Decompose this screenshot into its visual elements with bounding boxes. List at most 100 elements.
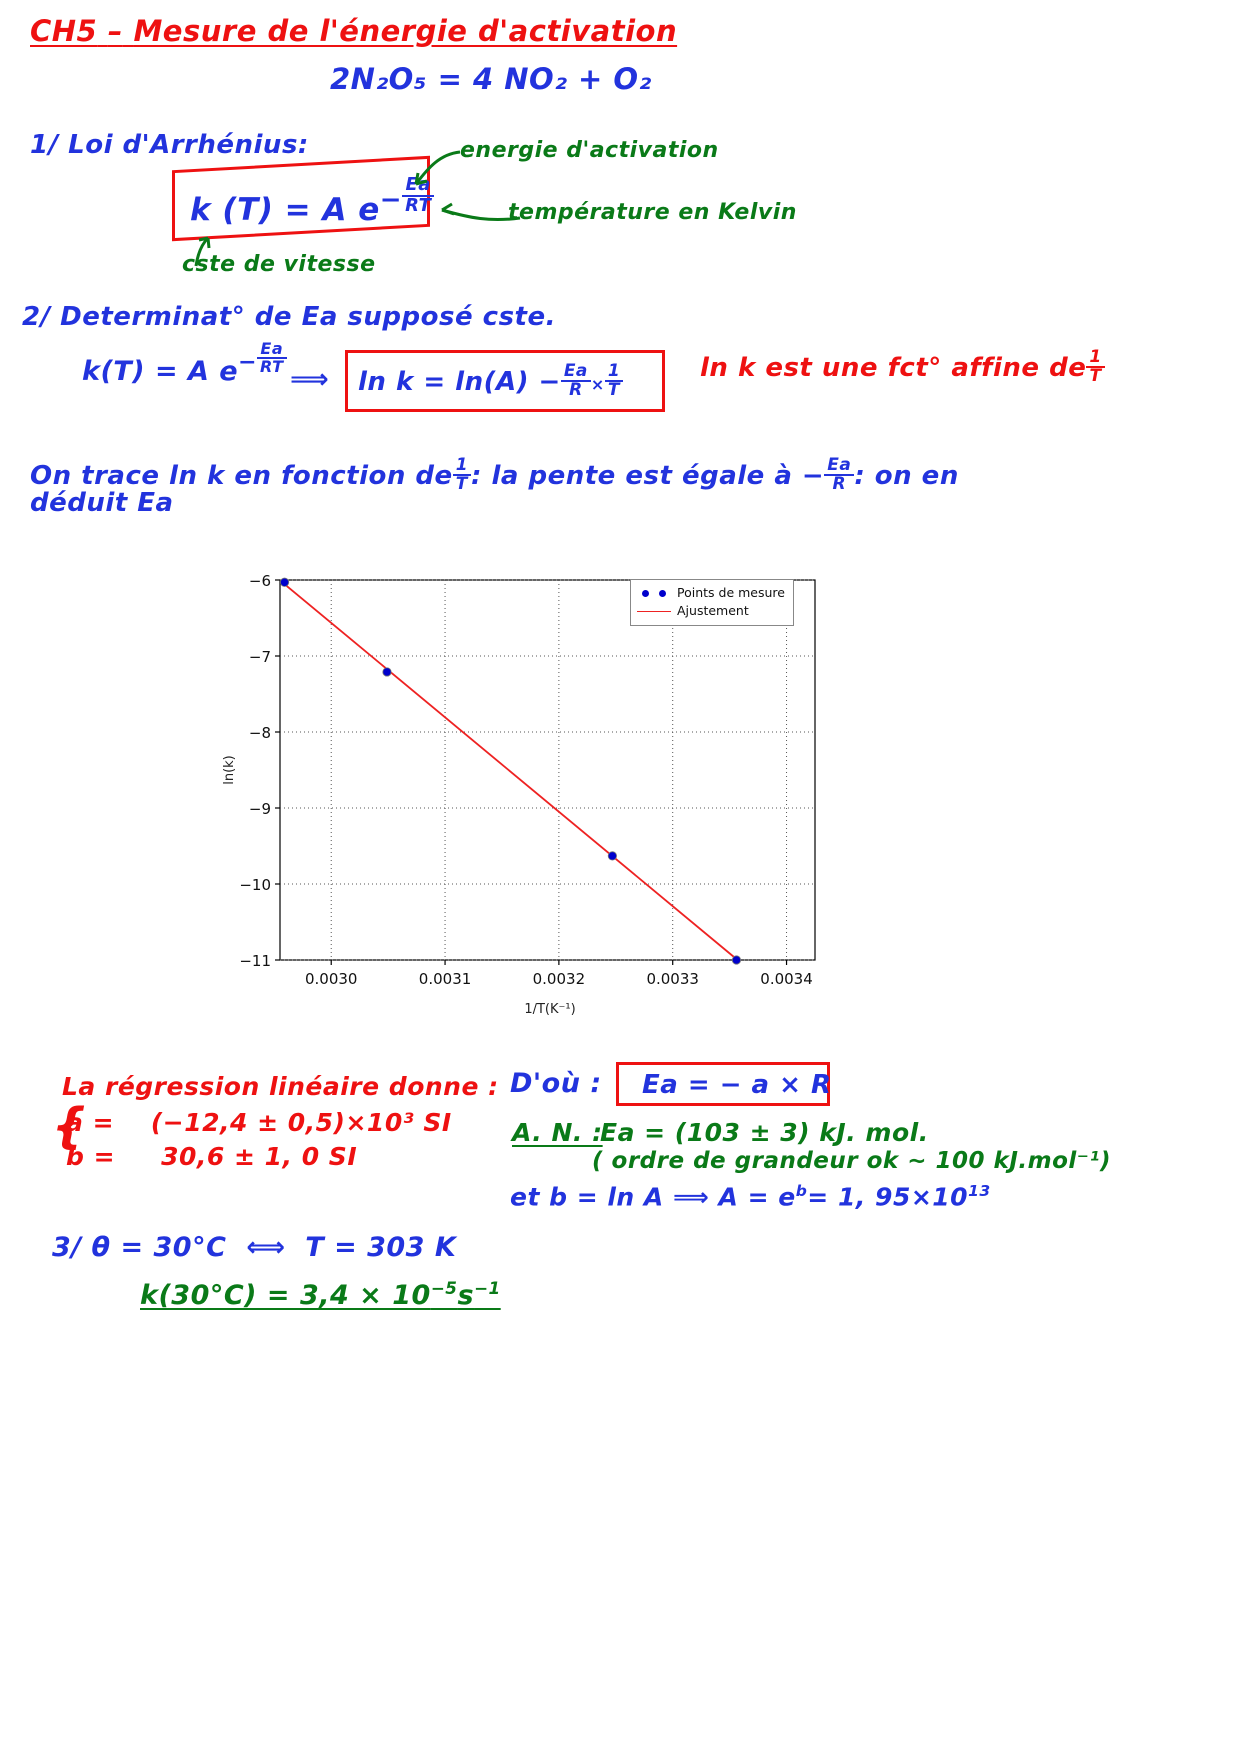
arrhenius-equation-k: k (T) = A e [190,192,380,228]
regression-slope-value: (−12,4 ± 0,5)×10³ SI [150,1108,452,1137]
page-title-text: Mesure de l'énergie d'activation [133,14,678,48]
method-frac-one-t: 1 T [452,456,472,495]
legend-label-points: Points de mesure [677,585,785,600]
lnk-frac-r: R [569,380,583,401]
prefactor-calculation: et b = ln A ⟹ A = eb= 1, 95×1013 [510,1182,991,1211]
section2-equation-left: k(T) = A e− Ea RT [82,340,287,390]
section3-heading: 3/ θ = 30°C ⟺ T = 303 K [52,1232,456,1263]
arrhenius-minus: − [379,185,403,215]
regression-heading: La régression linéaire donne : [62,1072,499,1101]
gridlines [280,579,815,961]
page-title: CH5 – Mesure de l'énergie d'activation [30,14,677,48]
section2-eq-k: k(T) = A e [82,355,239,387]
section3-heading-theta: 3/ θ = 30°C [52,1232,227,1263]
section1-heading: 1/ Loi d'Arrhénius: [30,130,309,160]
svg-text:0.0034: 0.0034 [760,970,813,988]
affine-note-num: 1 [1086,348,1105,369]
section2-heading: 2/ Determinat° de Ea supposé cste. [22,302,556,332]
page-title-code: CH5 [30,14,98,48]
svg-text:−8: −8 [249,724,271,742]
section3-result-unit: s [457,1280,475,1311]
method-frac-r: R [832,474,847,495]
lnk-frac-t: T [607,380,621,401]
section3-result-unit-exp: −1 [474,1278,501,1298]
lnk-frac-ea: Ea [560,362,591,383]
lnk-frac-one-t: 1 T [604,362,624,401]
arrhenius-exp-den: RT [405,194,432,216]
regression-intercept: b = 30,6 ± 1, 0 SI [66,1142,357,1171]
legend-label-fit: Ajustement [677,603,749,619]
therefore-label: D'où : [510,1068,602,1099]
regression-brace: { [52,1098,87,1154]
method-text-b: : la pente est égale à − [471,460,825,491]
lnk-times: × [590,374,605,394]
ea-formula: Ea = − a × R [642,1070,832,1100]
section3-result-exp: −5 [430,1278,458,1298]
affine-note-frac: 1 T [1086,348,1105,386]
regression-slope-label: a = [66,1108,115,1137]
svg-text:−11: −11 [239,952,271,970]
legend-row-fit: Ajustement [637,602,785,620]
x-axis-label: 1/T(K⁻¹) [524,1002,575,1017]
annotation-arrow-rate-constant [194,236,211,267]
fit-line-icon [637,610,671,612]
ea-formula-box [616,1062,830,1106]
reaction-equation: 2N₂O₅ = 4 NO₂ + O₂ [330,62,652,96]
y-axis-label: ln(k) [222,755,237,785]
y-tick-group: −11 −10 −9 −8 −7 −6 [239,572,280,970]
method-frac-ea: Ea [824,456,855,477]
annotation-arrows-section1 [414,150,521,222]
section2-eq-minus: − [238,349,258,375]
prefactor-exp: 13 [968,1182,991,1200]
prefactor-lead: et b = ln A ⟹ A = e [510,1182,796,1212]
legend-row-points: Points de mesure [637,584,785,602]
affine-note: ln k est une fct° affine de 1 T [700,348,1105,387]
section2-eq-exp-den: RT [260,357,284,377]
data-points [279,577,742,965]
lnk-equation: ln k = ln(A) − Ea R × 1 T [358,362,624,401]
lnk-equation-lead: ln k = ln(A) − [358,366,561,397]
prefactor-end: = 1, 95×10 [807,1182,969,1212]
fit-line [281,581,739,961]
page-title-dash: – [107,14,123,48]
lnk-frac-one: 1 [604,362,624,383]
points-marker-icon [637,589,671,597]
prefactor-sup-b: b [795,1182,808,1200]
section2-eq-exponent: Ea RT [257,340,287,377]
arrhenius-plot: −11 −10 −9 −8 −7 −6 0.0030 0.0031 0.0032 0.0033 0… [215,565,835,1020]
svg-text:−9: −9 [249,800,271,818]
order-of-magnitude-comment: ( ordre de grandeur ok ~ 100 kJ.mol⁻¹) [592,1148,1112,1174]
x-tick-group: 0.0030 0.0031 0.0032 0.0033 0.0034 [305,960,813,988]
annotation-rate-constant: cste de vitesse [182,252,376,277]
regression-intercept-value: 30,6 ± 1, 0 SI [161,1142,358,1171]
annotation-temperature: température en Kelvin [508,200,797,225]
method-text-c: : on en [854,460,959,491]
method-paragraph-line1: On trace ln k en fonction de 1 T : la pe… [30,456,959,495]
numeric-application-value: Ea = (103 ± 3) kJ. mol. [600,1118,929,1147]
regression-slope: a = (−12,4 ± 0,5)×10³ SI [66,1108,452,1137]
method-frac-one: 1 [452,456,472,477]
svg-text:0.0033: 0.0033 [646,970,699,988]
method-frac-ea-r: Ea R [824,456,855,495]
method-text-a: On trace ln k en fonction de [30,460,453,491]
section3-result-text: k(30°C) = 3,4 × 10 [140,1280,431,1311]
section3-equiv-arrow: ⟺ [246,1232,286,1263]
arrhenius-plot-svg: −11−10−9−8−7−6 0.0030 0.0031 0.0032 0.0033 0… [222,572,816,1017]
chart-legend: Points de mesure Ajustement [630,579,794,627]
annotation-activation-energy: energie d'activation [460,138,719,163]
lnk-frac-ea-r: Ea R [560,362,591,401]
svg-text:0.0032: 0.0032 [533,970,586,988]
method-frac-t: T [455,474,468,495]
numeric-application-label: A. N. : [512,1118,603,1147]
section3-heading-kelvin: T = 303 K [305,1232,457,1263]
section2-implies-arrow: ⟹ [290,364,330,395]
svg-text:−6: −6 [249,572,271,590]
svg-text:0.0030: 0.0030 [305,970,358,988]
svg-text:−7: −7 [249,648,271,666]
regression-intercept-label: b = [66,1142,116,1171]
arrhenius-equation: k (T) = A e− Ea RT [190,175,435,231]
plot-frame [279,579,816,961]
affine-note-text: ln k est une fct° affine de [700,352,1087,383]
method-paragraph-line2: déduit Ea [30,488,174,518]
svg-text:−10: −10 [239,876,271,894]
